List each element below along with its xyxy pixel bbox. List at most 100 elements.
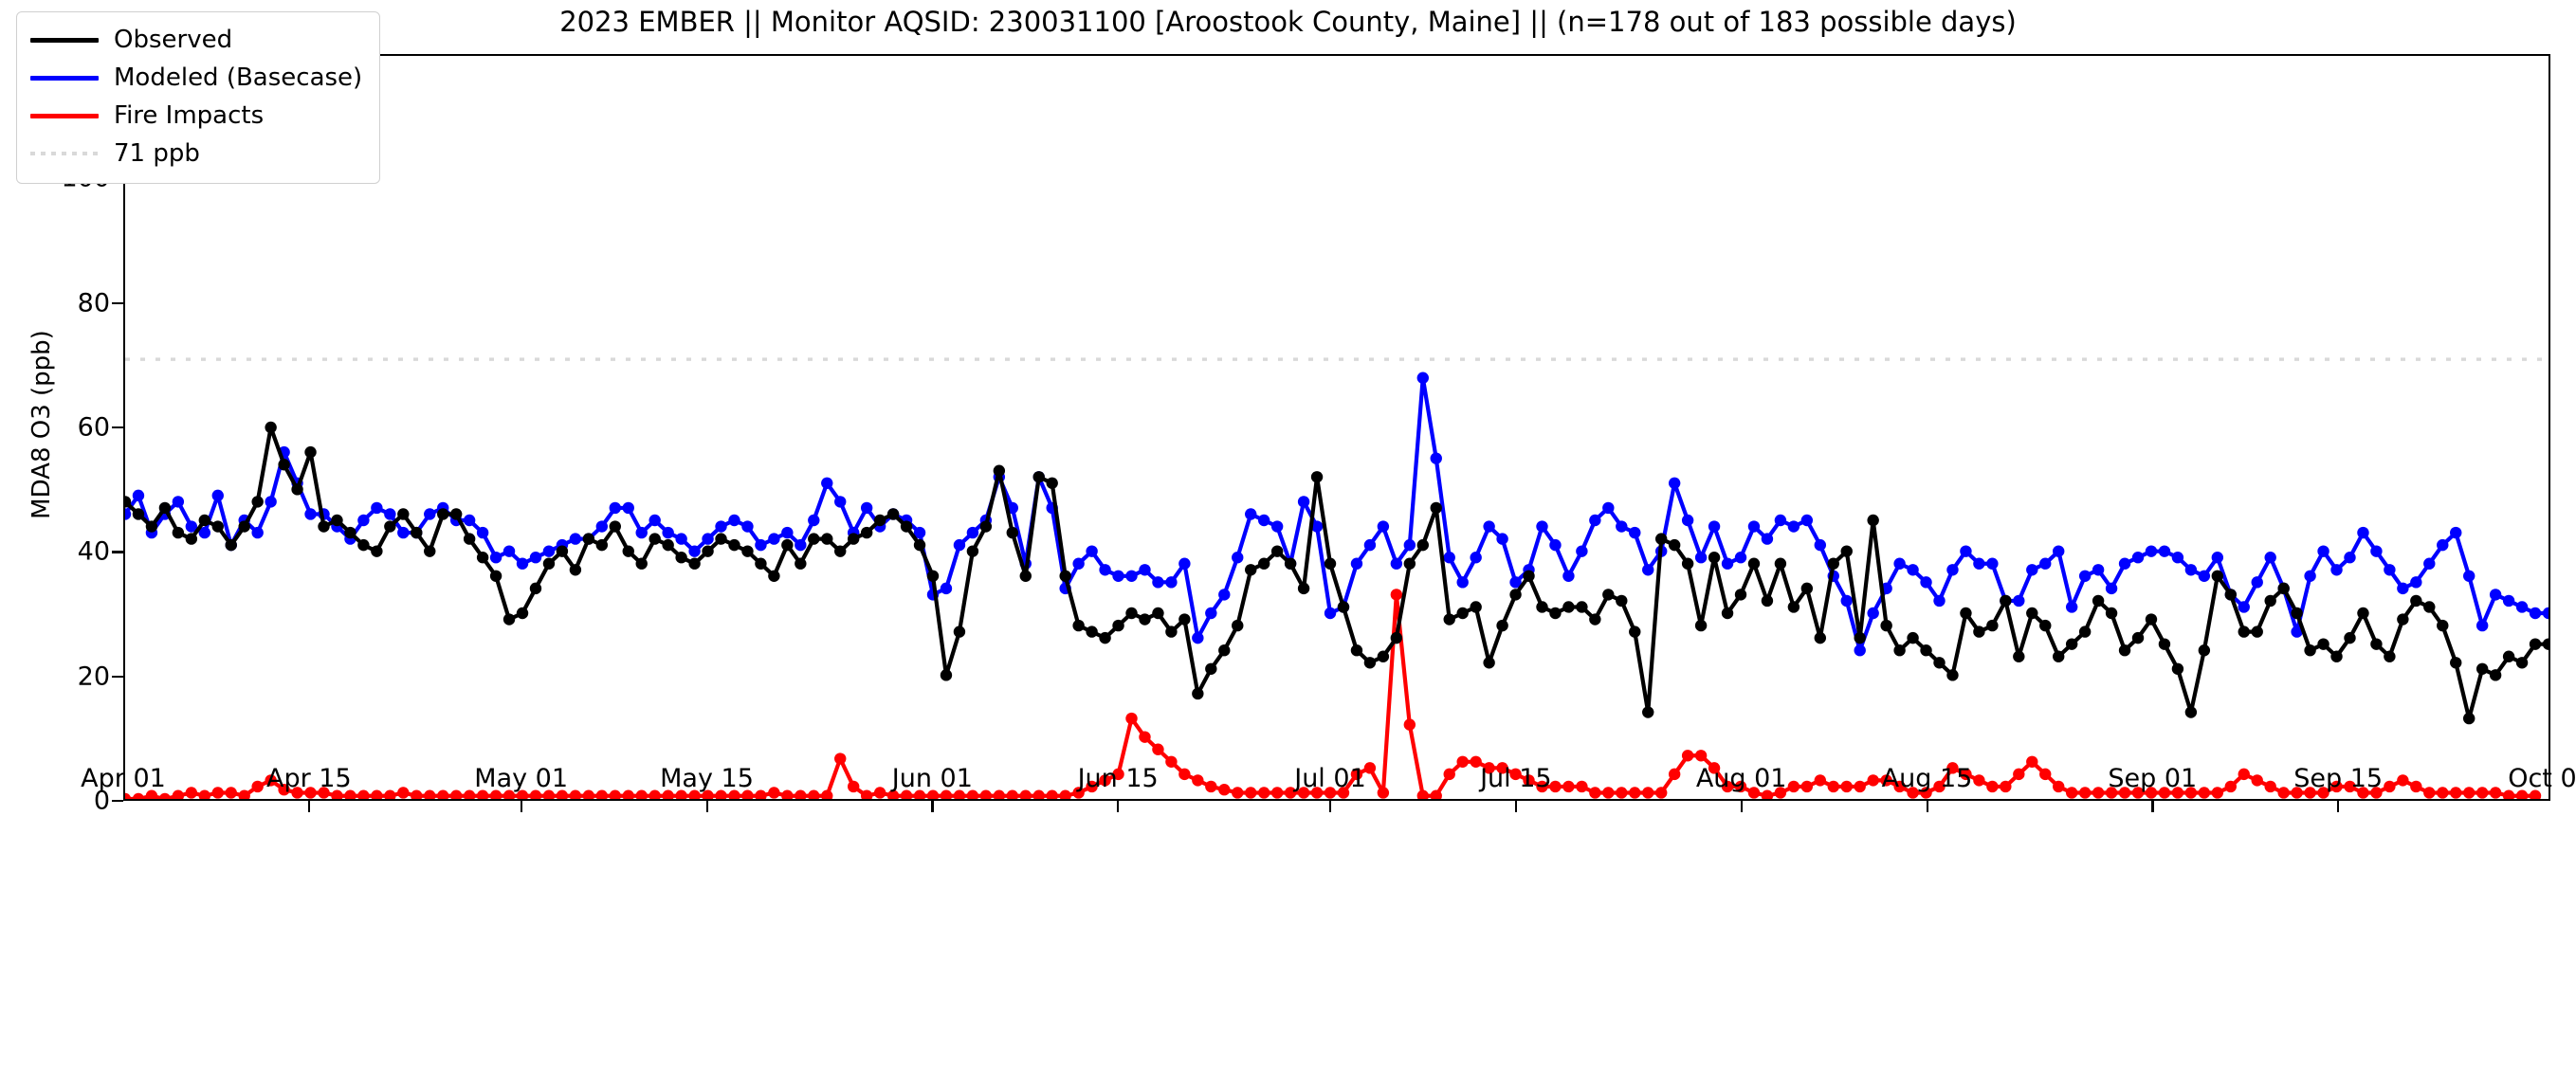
data-point bbox=[529, 552, 542, 564]
data-point bbox=[1960, 768, 1972, 781]
data-point bbox=[1377, 650, 1390, 662]
data-point bbox=[860, 501, 873, 515]
data-point bbox=[569, 789, 582, 799]
data-point bbox=[993, 464, 1006, 477]
x-tick-label: May 15 bbox=[660, 764, 754, 793]
data-point bbox=[172, 496, 185, 508]
data-point bbox=[145, 789, 158, 799]
data-point bbox=[1774, 514, 1787, 527]
data-point bbox=[1284, 787, 1297, 799]
data-point bbox=[1973, 557, 1985, 570]
data-point bbox=[125, 496, 132, 508]
data-point bbox=[1403, 557, 1416, 570]
data-point bbox=[158, 792, 172, 799]
data-point bbox=[2238, 768, 2250, 781]
data-point bbox=[1496, 533, 1508, 545]
data-point bbox=[437, 508, 449, 520]
data-point bbox=[1086, 545, 1098, 557]
data-point bbox=[2344, 780, 2356, 793]
data-point bbox=[2238, 626, 2250, 638]
legend-item-observed[interactable]: Observed bbox=[30, 21, 362, 59]
data-point bbox=[198, 526, 211, 539]
data-point bbox=[1907, 564, 1919, 576]
legend-swatch-observed bbox=[30, 30, 99, 49]
data-point bbox=[1654, 787, 1668, 799]
data-point bbox=[1920, 644, 1932, 657]
data-point bbox=[331, 514, 343, 527]
data-point bbox=[1112, 570, 1124, 582]
data-point bbox=[1509, 768, 1522, 781]
data-point bbox=[1668, 477, 1681, 489]
data-point bbox=[1099, 774, 1111, 787]
data-point bbox=[1694, 750, 1708, 762]
data-point bbox=[1125, 570, 1138, 582]
data-point bbox=[1416, 538, 1429, 552]
data-point bbox=[2118, 787, 2131, 799]
data-point bbox=[569, 564, 582, 576]
data-point bbox=[2131, 552, 2145, 564]
data-point bbox=[2317, 638, 2329, 650]
x-tick-label: May 01 bbox=[474, 764, 569, 793]
data-point bbox=[2211, 552, 2224, 564]
data-point bbox=[728, 538, 740, 552]
data-point bbox=[2437, 619, 2449, 632]
data-point bbox=[1747, 520, 1761, 533]
data-point bbox=[1072, 787, 1085, 799]
data-point bbox=[238, 789, 250, 799]
data-point bbox=[265, 774, 277, 787]
data-point bbox=[2171, 552, 2184, 564]
data-point bbox=[715, 533, 727, 545]
legend-label-observed: Observed bbox=[114, 26, 233, 54]
data-point bbox=[463, 789, 476, 799]
data-point bbox=[582, 533, 595, 545]
data-point bbox=[357, 789, 370, 799]
data-point bbox=[1774, 557, 1787, 570]
data-point bbox=[2304, 787, 2316, 799]
data-point bbox=[331, 789, 343, 799]
data-point bbox=[2211, 570, 2224, 582]
data-point bbox=[662, 789, 674, 799]
series-modeled-basecase bbox=[125, 372, 2549, 657]
data-point bbox=[1986, 557, 1999, 570]
data-point bbox=[702, 789, 714, 799]
data-point bbox=[821, 533, 833, 545]
data-point bbox=[424, 789, 436, 799]
data-point bbox=[172, 526, 185, 539]
data-point bbox=[2529, 638, 2542, 650]
data-point bbox=[847, 533, 860, 545]
data-point bbox=[516, 607, 529, 620]
data-point bbox=[1960, 607, 1972, 620]
data-point bbox=[1337, 787, 1350, 799]
data-point bbox=[873, 787, 886, 799]
data-point bbox=[1840, 545, 1853, 557]
data-point bbox=[2489, 589, 2502, 601]
data-point bbox=[1893, 644, 1906, 657]
data-point bbox=[728, 789, 740, 799]
data-point bbox=[2515, 789, 2529, 799]
data-point bbox=[1536, 520, 1548, 533]
data-point bbox=[1470, 755, 1482, 768]
data-point bbox=[1681, 557, 1694, 570]
data-point bbox=[834, 496, 847, 508]
data-point bbox=[384, 789, 396, 799]
data-point bbox=[1059, 789, 1071, 799]
data-point bbox=[622, 789, 634, 799]
legend-item-modeled[interactable]: Modeled (Basecase) bbox=[30, 59, 362, 97]
data-point bbox=[449, 508, 463, 520]
data-point bbox=[2131, 787, 2145, 799]
data-point bbox=[781, 789, 794, 799]
data-point bbox=[198, 789, 211, 799]
data-point bbox=[476, 789, 489, 799]
legend-item-threshold[interactable]: 71 ppb bbox=[30, 135, 362, 172]
data-point bbox=[265, 421, 277, 434]
data-point bbox=[1257, 514, 1270, 527]
data-point bbox=[795, 789, 807, 799]
data-point bbox=[1761, 533, 1774, 545]
x-tick-label: Aug 01 bbox=[1695, 764, 1787, 793]
data-point bbox=[1006, 526, 1019, 539]
data-point bbox=[1721, 607, 1734, 620]
data-point bbox=[1880, 619, 1892, 632]
legend-item-fire[interactable]: Fire Impacts bbox=[30, 97, 362, 135]
data-point bbox=[1232, 619, 1244, 632]
data-point bbox=[291, 483, 303, 496]
